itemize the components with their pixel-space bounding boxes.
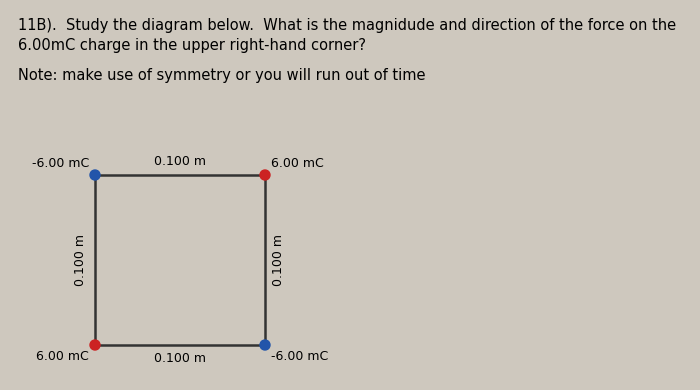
Circle shape (260, 340, 270, 350)
Text: -6.00 mC: -6.00 mC (271, 350, 328, 363)
Circle shape (260, 170, 270, 180)
Text: 6.00 mC: 6.00 mC (271, 157, 323, 170)
Text: -6.00 mC: -6.00 mC (32, 157, 89, 170)
Text: Note: make use of symmetry or you will run out of time: Note: make use of symmetry or you will r… (18, 68, 426, 83)
Circle shape (90, 340, 100, 350)
Text: 0.100 m: 0.100 m (154, 352, 206, 365)
Text: 11B).  Study the diagram below.  What is the magnidude and direction of the forc: 11B). Study the diagram below. What is t… (18, 18, 676, 33)
Text: 0.100 m: 0.100 m (154, 155, 206, 168)
Text: 6.00 mC: 6.00 mC (36, 350, 89, 363)
Text: 0.100 m: 0.100 m (74, 234, 87, 286)
Text: 0.100 m: 0.100 m (272, 234, 284, 286)
Bar (95, 175, 265, 345)
Text: 6.00mC charge in the upper right-hand corner?: 6.00mC charge in the upper right-hand co… (18, 38, 366, 53)
Circle shape (90, 170, 100, 180)
